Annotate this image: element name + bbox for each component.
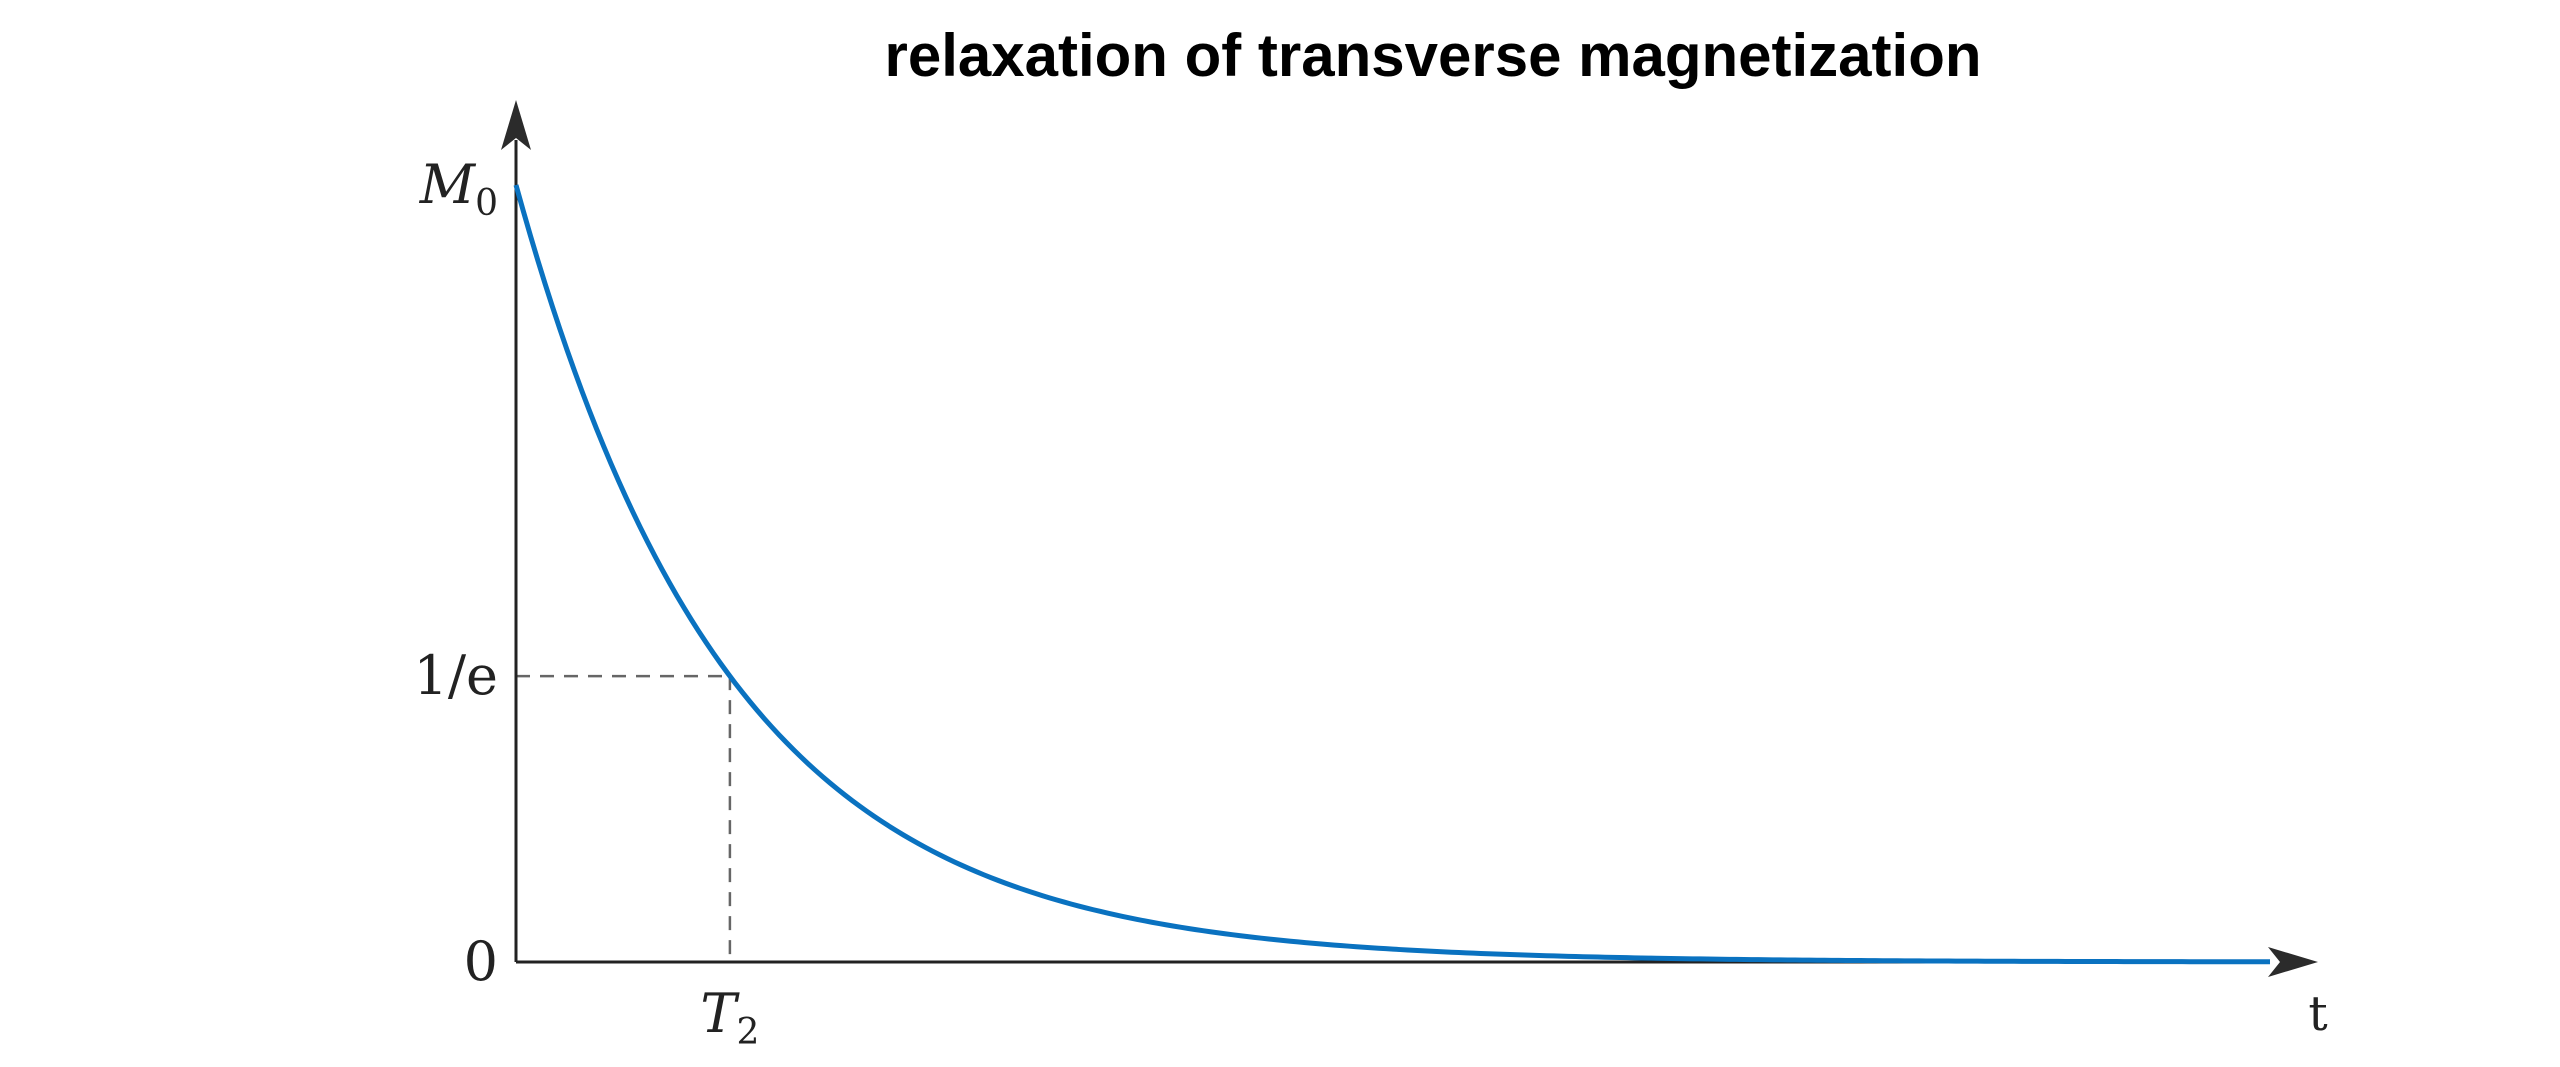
x-axis-arrow-icon: [2268, 947, 2318, 977]
x-tick-labels: T2: [700, 982, 759, 1053]
y-tick-label: M0: [419, 153, 498, 224]
x-axis-label: t: [2308, 986, 2327, 1042]
x-tick-label: T2: [700, 982, 759, 1053]
y-tick-label: 1/e: [413, 644, 498, 707]
x-tick-label-main: T: [700, 982, 740, 1045]
series-line-decay: [513, 184, 2271, 965]
y-tick-label-main: 0: [464, 930, 498, 993]
y-tick-label-main: M: [419, 153, 477, 216]
y-tick-label-main: 1/e: [413, 644, 498, 707]
y-axis-arrow-icon: [501, 100, 531, 150]
chart-title: relaxation of transverse magnetization: [885, 22, 1982, 89]
y-tick-labels: 01/eM0: [413, 153, 498, 993]
y-tick-label-subscript: 0: [475, 183, 498, 224]
reference-lines: [516, 674, 732, 962]
x-tick-label-subscript: 2: [736, 1012, 759, 1053]
y-tick-label: 0: [464, 930, 498, 993]
